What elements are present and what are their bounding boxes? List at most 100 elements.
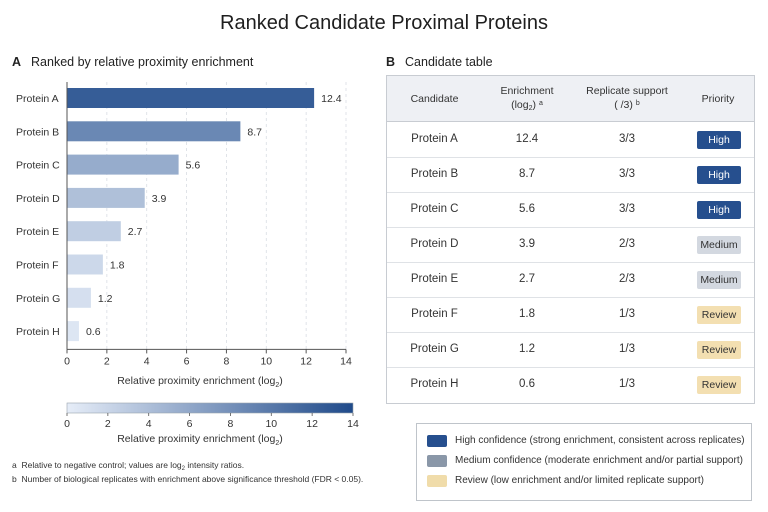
cell-enrichment: 0.6 (519, 378, 535, 390)
x-tick-label: 6 (184, 355, 190, 367)
footnote-marker-a: a (539, 99, 543, 107)
data-label: 3.9 (152, 193, 167, 205)
bar (67, 154, 179, 175)
cell-support: 1/3 (619, 343, 635, 355)
priority-badge: High (697, 166, 741, 184)
bar (67, 254, 103, 275)
footnote-a-sub: 2 (181, 466, 185, 472)
panel-a-letter: A (12, 55, 22, 69)
priority-badge: Medium (697, 236, 741, 254)
category-label: Protein D (16, 193, 60, 205)
data-label: 0.6 (86, 326, 101, 338)
colorbar-label: Relative proximity enrichment (log2) (117, 433, 283, 447)
colorbar-tick-label: 6 (187, 418, 193, 430)
cell-candidate: Protein E (410, 273, 459, 285)
cell-support: 1/3 (619, 378, 635, 390)
cell-candidate: Protein D (410, 238, 459, 250)
category-label: Protein A (16, 93, 59, 105)
col-header-enrichment: Enrichment (log2) a (482, 76, 572, 121)
cell-support: 1/3 (619, 308, 635, 320)
unit-close: ) (532, 98, 537, 111)
data-label: 1.8 (110, 260, 125, 272)
priority-badge: Medium (697, 271, 741, 289)
table-row: Protein A 12.4 3/3 High (387, 122, 754, 158)
x-tick-label: 4 (144, 355, 150, 367)
category-label: Protein F (16, 260, 59, 272)
colorbar-tick-label: 4 (146, 418, 152, 430)
enrichment-header-top: Enrichment (500, 84, 554, 97)
unit-open: (log (511, 98, 529, 111)
priority-legend: High confidence (strong enrichment, cons… (416, 423, 752, 501)
colorbar-tick-label: 0 (64, 418, 70, 430)
table-row: Protein F 1.8 1/3 Review (387, 297, 754, 333)
panel-b-heading: B Candidate table (386, 55, 493, 69)
panel-a-heading: A Ranked by relative proximity enrichment (12, 55, 253, 69)
chart-bars: Protein A 12.4 Protein B 8.7 Protein C 5.6 Pro… (16, 88, 342, 342)
footnote-a-mark: a (12, 460, 17, 470)
x-tick-label: 10 (260, 355, 272, 367)
x-tick-label: 2 (104, 355, 110, 367)
priority-badge: High (697, 201, 741, 219)
candidate-table: Candidate Enrichment (log2) a Replicate s… (386, 75, 755, 404)
legend-swatch-medium (427, 455, 447, 467)
cell-support: 3/3 (619, 168, 635, 180)
support-header-top: Replicate support (586, 84, 668, 97)
priority-badge: Review (697, 341, 741, 359)
x-tick-label: 8 (224, 355, 230, 367)
cell-enrichment: 12.4 (515, 133, 539, 145)
priority-badge: High (697, 131, 741, 149)
colorbar-tick-label: 2 (105, 418, 111, 430)
chart-x-axis: 0 2 4 6 8 10 12 14 (64, 82, 352, 367)
panel-b-title: Candidate table (405, 55, 493, 69)
category-label: Protein B (16, 126, 59, 138)
support-header-bottom: ( /3) b (614, 98, 640, 114)
colorbar-tick-label: 10 (265, 418, 277, 430)
data-label: 2.7 (128, 226, 143, 238)
bar (67, 88, 315, 108)
cell-candidate: Protein H (410, 378, 459, 390)
priority-badge: Review (697, 376, 741, 394)
table-row: Protein H 0.6 1/3 Review (387, 367, 754, 402)
cell-candidate: Protein F (411, 308, 458, 320)
cell-enrichment: 1.8 (519, 308, 535, 320)
footnote-a: a Relative to negative control; values a… (12, 460, 244, 472)
bar (67, 187, 145, 208)
cell-candidate: Protein G (410, 343, 459, 355)
footnote-marker-b: b (635, 99, 640, 107)
bar (67, 121, 241, 142)
cell-enrichment: 2.7 (519, 273, 535, 285)
col-header-support: Replicate support ( /3) b (572, 76, 682, 121)
table-row: Protein G 1.2 1/3 Review (387, 332, 754, 368)
cell-support: 2/3 (619, 273, 635, 285)
cell-support: 3/3 (619, 203, 635, 215)
colorbar-gradient (66, 402, 354, 414)
data-label: 12.4 (321, 93, 342, 105)
col-header-candidate: Candidate (410, 92, 459, 105)
panel-b-letter: B (386, 55, 396, 69)
footnote-b-text: Number of biological replicates with enr… (21, 474, 364, 484)
legend-swatch-high (427, 435, 447, 447)
table-row: Protein D 3.9 2/3 Medium (387, 227, 754, 263)
table-row: Protein C 5.6 3/3 High (387, 192, 754, 228)
colorbar: 0 2 4 6 8 10 12 14 (64, 402, 359, 430)
cell-enrichment: 5.6 (519, 203, 535, 215)
category-label: Protein G (16, 293, 60, 305)
panel-a-title: Ranked by relative proximity enrichment (31, 55, 254, 69)
table-row: Protein B 8.7 3/3 High (387, 157, 754, 193)
category-label: Protein E (16, 226, 59, 238)
data-label: 8.7 (247, 126, 262, 138)
cell-candidate: Protein A (411, 133, 458, 145)
bar (67, 321, 79, 342)
footnote-b: b Number of biological replicates with e… (12, 474, 363, 484)
colorbar-tick-label: 8 (228, 418, 234, 430)
legend-swatch-review (427, 475, 447, 487)
legend-text-medium: Medium confidence (moderate enrichment a… (455, 455, 743, 466)
cell-support: 3/3 (619, 133, 635, 145)
x-tick-label: 14 (340, 355, 352, 367)
support-denominator: ( /3) (614, 98, 633, 111)
x-axis-label: Relative proximity enrichment (log2) (117, 375, 283, 389)
colorbar-tick-label: 12 (306, 418, 318, 430)
colorbar-tick-label: 14 (347, 418, 359, 430)
page-title: Ranked Candidate Proximal Proteins (220, 12, 548, 34)
legend-text-review: Review (low enrichment and/or limited re… (455, 475, 704, 486)
